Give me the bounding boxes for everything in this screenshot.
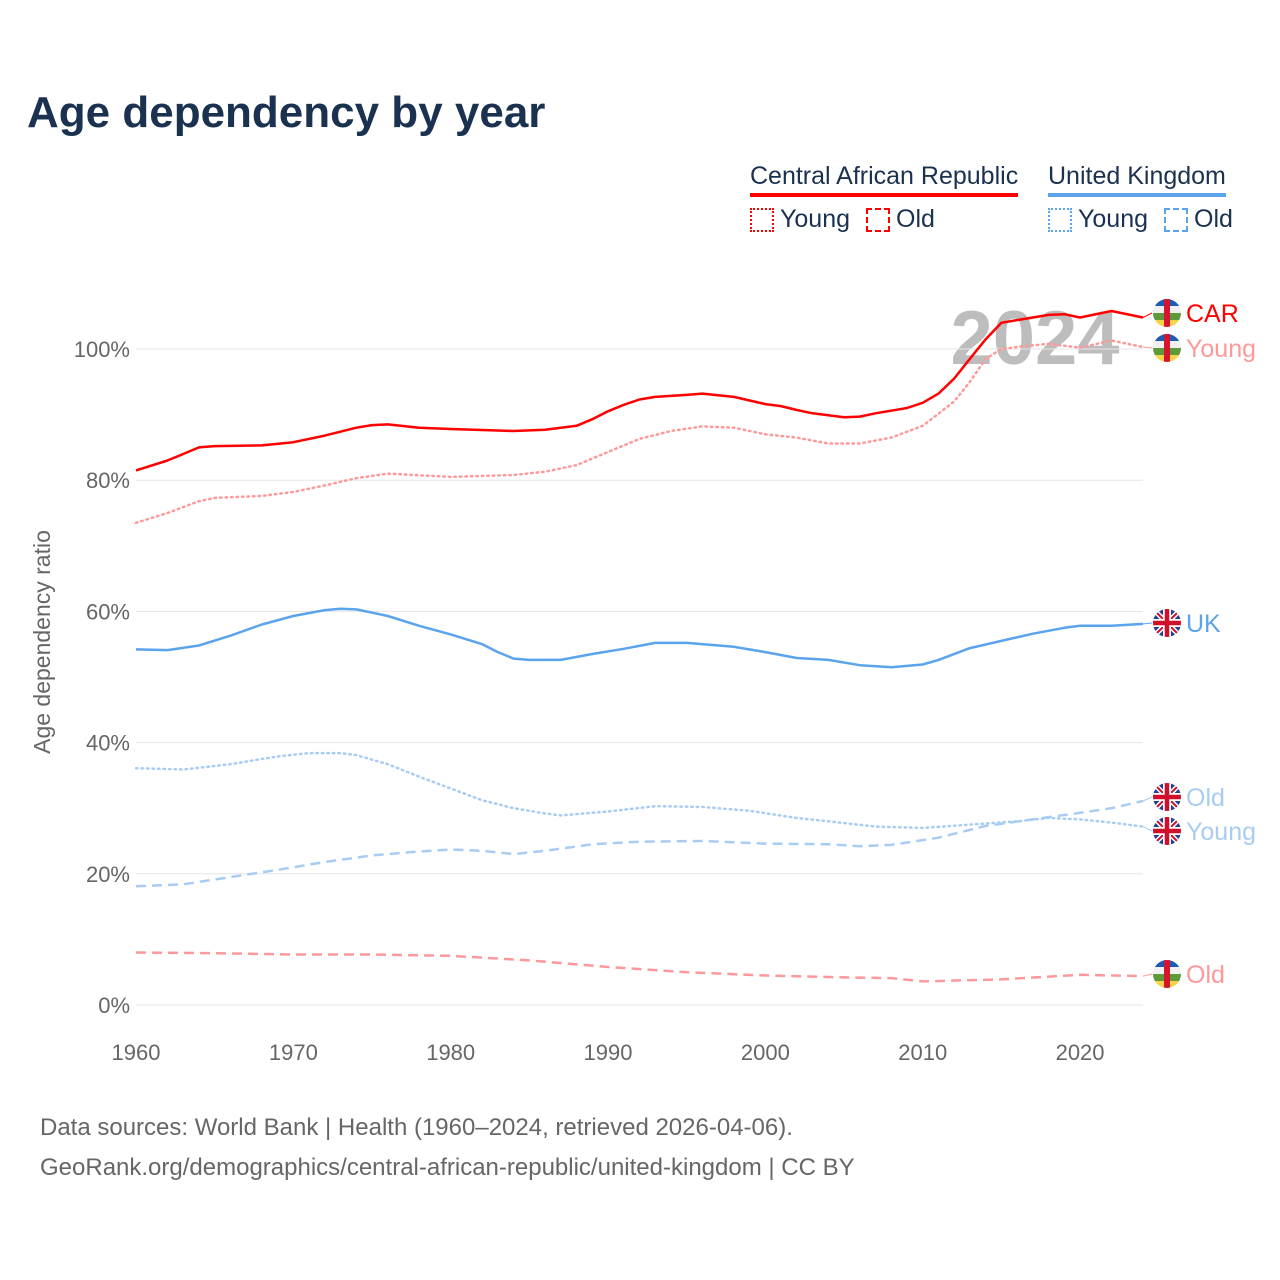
legend-uk-label: United Kingdom <box>1048 162 1226 197</box>
end-label: Young <box>1186 818 1256 846</box>
series-line-uk <box>135 607 1144 669</box>
line-chart: 2024 0% 20% 40% 60% 80% 100% 1960 1970 1980 1990 2… <box>29 296 1256 1065</box>
x-tick-label: 2010 <box>898 1040 947 1065</box>
series-line-car <box>135 309 1144 472</box>
chart-title: Age dependency by year <box>27 88 546 137</box>
x-tick-label: 1990 <box>584 1040 633 1065</box>
series-line-uk-young <box>134 751 1145 830</box>
label-connector <box>1142 796 1153 802</box>
y-tick-label: 100% <box>74 337 130 362</box>
end-label: Old <box>1186 784 1225 812</box>
legend-uk: United Kingdom Young Old <box>1048 162 1233 234</box>
end-label: UK <box>1186 610 1221 638</box>
uk-flag-icon <box>1153 817 1181 845</box>
source-text: Data sources: World Bank | Health (1960–… <box>40 1114 793 1141</box>
x-tick-label: 1970 <box>269 1040 318 1065</box>
footer: Data sources: World Bank | Health (1960–… <box>40 1108 855 1188</box>
legend-car-old: Old <box>866 205 935 234</box>
label-connector <box>1142 312 1153 318</box>
x-tick-label: 1980 <box>426 1040 475 1065</box>
legend-label: Old <box>896 205 935 233</box>
legend-label: Young <box>1078 205 1148 233</box>
legend-uk-young: Young <box>1048 205 1148 234</box>
car-flag-icon <box>1153 334 1181 362</box>
legend-uk-old: Old <box>1164 205 1233 234</box>
dashed-swatch-icon <box>1164 207 1188 232</box>
car-flag-icon <box>1153 960 1181 988</box>
y-tick-label: 20% <box>86 862 130 887</box>
y-tick-label: 0% <box>98 993 130 1018</box>
year-watermark: 2024 <box>950 296 1119 381</box>
car-flag-icon <box>1153 299 1181 327</box>
x-tick-label: 2020 <box>1056 1040 1105 1065</box>
label-connector <box>1142 973 1153 977</box>
source-link[interactable]: GeoRank.org/demographics/central-african… <box>40 1154 855 1181</box>
dotted-swatch-icon <box>750 207 774 232</box>
series-line-car-young <box>134 339 1145 525</box>
series-line-car-old <box>135 951 1144 983</box>
legend-car-label: Central African Republic <box>750 162 1019 197</box>
legend-car: Central African Republic Young Old <box>750 162 1019 234</box>
y-tick-label: 80% <box>86 468 130 493</box>
uk-flag-icon <box>1153 783 1181 811</box>
x-tick-label: 2000 <box>741 1040 790 1065</box>
legend-label: Old <box>1194 205 1233 233</box>
end-label: CAR <box>1186 300 1239 328</box>
dashed-swatch-icon <box>866 207 890 232</box>
end-label: Old <box>1186 961 1225 989</box>
label-connector <box>1142 826 1153 832</box>
legend-car-young: Young <box>750 205 850 234</box>
label-connector <box>1142 346 1153 349</box>
dotted-swatch-icon <box>1048 207 1072 232</box>
label-connector <box>1142 622 1153 625</box>
y-tick-label: 40% <box>86 731 130 756</box>
y-tick-label: 60% <box>86 599 130 624</box>
uk-flag-icon <box>1153 609 1181 637</box>
end-label: Young <box>1186 335 1256 363</box>
x-tick-label: 1960 <box>112 1040 161 1065</box>
y-axis-label: Age dependency ratio <box>29 530 55 754</box>
series-line-uk-old <box>135 799 1144 888</box>
legend-label: Young <box>780 205 850 233</box>
